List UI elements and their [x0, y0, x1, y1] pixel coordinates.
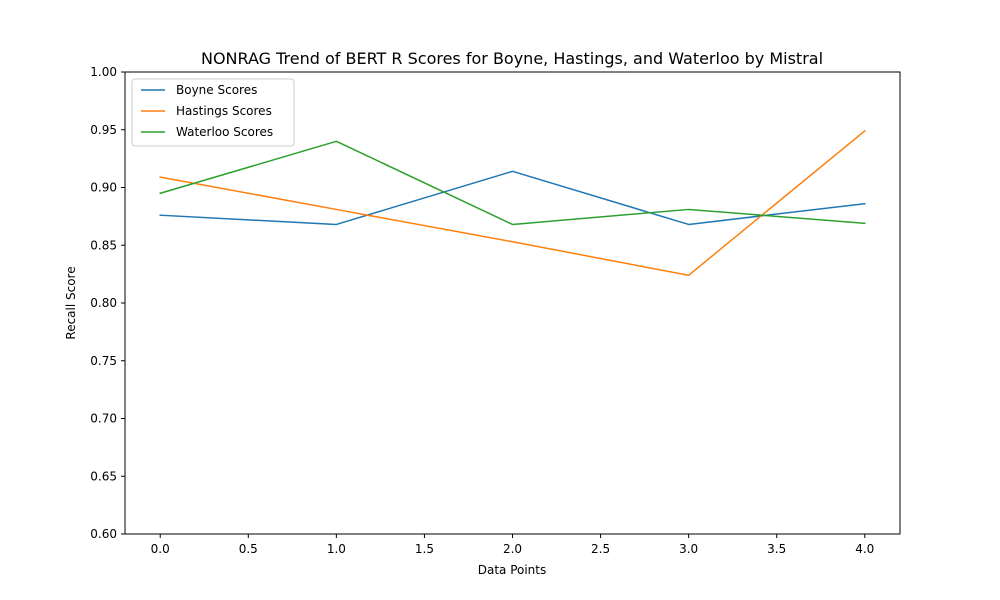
- y-tick-label: 0.95: [90, 123, 117, 137]
- x-tick-label: 0.0: [151, 542, 170, 556]
- series-line-waterloo: [159, 140, 866, 226]
- x-axis-title: Data Points: [478, 563, 547, 577]
- x-tick-label: 4.0: [855, 542, 874, 556]
- y-tick-label: 0.85: [90, 238, 117, 252]
- series-line-boyne: [159, 170, 866, 226]
- series-lines: [159, 129, 866, 277]
- y-axis-title: Recall Score: [64, 266, 78, 339]
- y-tick-label: 0.75: [90, 354, 117, 368]
- x-axis: 0.0 0.5 1.0 1.5 2.0 2.5 3.0 3.5 4.0: [151, 534, 874, 556]
- x-tick-label: 3.5: [767, 542, 786, 556]
- chart-title: NONRAG Trend of BERT R Scores for Boyne,…: [201, 49, 823, 68]
- y-tick-label: 0.60: [90, 527, 117, 541]
- y-tick-label: 0.90: [90, 181, 117, 195]
- legend: Boyne Scores Hastings Scores Waterloo Scor…: [131, 78, 295, 147]
- y-tick-label: 1.00: [90, 65, 117, 79]
- y-tick-label: 0.80: [90, 296, 117, 310]
- x-tick-label: 2.5: [591, 542, 610, 556]
- y-tick-label: 0.65: [90, 469, 117, 483]
- legend-label: Boyne Scores: [176, 83, 257, 97]
- legend-label: Hastings Scores: [176, 104, 272, 118]
- x-tick-label: 2.0: [503, 542, 522, 556]
- y-tick-label: 0.70: [90, 412, 117, 426]
- x-tick-label: 0.5: [239, 542, 258, 556]
- x-tick-label: 1.5: [415, 542, 434, 556]
- y-axis: 0.60 0.65 0.70 0.75 0.80 0.85 0.90 0.95 1.00: [90, 65, 125, 541]
- series-line-hastings: [159, 129, 866, 277]
- legend-box: [131, 78, 295, 147]
- x-tick-label: 3.0: [679, 542, 698, 556]
- x-tick-label: 1.0: [327, 542, 346, 556]
- legend-label: Waterloo Scores: [176, 125, 273, 139]
